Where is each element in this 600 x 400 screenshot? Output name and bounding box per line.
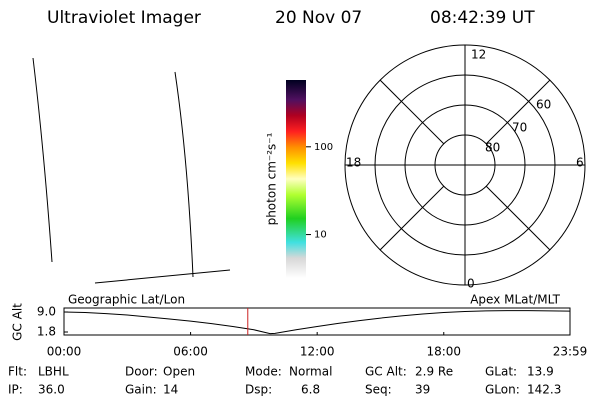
- time: 08:42:39 UT: [430, 8, 535, 28]
- info-value: 142.3: [527, 383, 561, 397]
- info-value: 2.9 Re: [415, 365, 453, 379]
- y-tick-label: 1.8: [37, 325, 56, 339]
- polar-grid: [344, 44, 586, 286]
- info-panel: Flt: LBHL Door: Open Mode: Normal GC Alt: 2.9 R…: [8, 365, 561, 397]
- info-value: 6.8: [301, 383, 320, 397]
- info-label: GLon:: [485, 383, 520, 397]
- mlt-label: 6: [576, 156, 584, 170]
- y-axis-label: GC Alt: [11, 303, 25, 341]
- info-value: 13.9: [527, 365, 554, 379]
- date: 20 Nov 07: [275, 8, 362, 28]
- x-tick-label: 12:00: [300, 345, 335, 359]
- info-label: Mode:: [245, 365, 282, 379]
- mlt-label: 18: [346, 156, 361, 170]
- x-tick-label: 00:00: [47, 345, 82, 359]
- info-label: Door:: [125, 365, 158, 379]
- info-label: Gain:: [125, 383, 157, 397]
- info-value: 14: [163, 383, 178, 397]
- lat-label: 60: [536, 98, 551, 112]
- info-value: LBHL: [38, 365, 69, 379]
- colorbar-tick-label: 10: [314, 230, 327, 241]
- lat-label: 80: [485, 141, 500, 155]
- x-tick-label: 18:00: [426, 345, 461, 359]
- x-tick-label: 23:59: [553, 345, 588, 359]
- info-label: Seq:: [365, 383, 392, 397]
- info-value: 39: [415, 383, 430, 397]
- info-value: 36.0: [38, 383, 65, 397]
- lat-label: 70: [512, 121, 527, 135]
- geo-grid: [32, 57, 231, 284]
- info-value: Normal: [289, 365, 332, 379]
- info-label: Dsp:: [245, 383, 272, 397]
- mlt-label: 0: [467, 277, 475, 291]
- info-label: Flt:: [8, 365, 27, 379]
- altitude-line: [63, 310, 571, 335]
- y-tick-label: 9.0: [37, 305, 56, 319]
- right-label: Apex MLat/MLT: [470, 293, 560, 307]
- colorbar-label: photon cm⁻²s⁻¹: [265, 132, 279, 225]
- info-label: GLat:: [485, 365, 517, 379]
- info-label: IP:: [8, 383, 23, 397]
- x-tick-label: 06:00: [173, 345, 208, 359]
- mlt-label: 12: [471, 48, 486, 62]
- title: Ultraviolet Imager: [47, 8, 201, 28]
- plot-frame: [63, 307, 571, 336]
- colorbar: [286, 80, 306, 278]
- info-value: Open: [163, 365, 195, 379]
- left-label: Geographic Lat/Lon: [68, 293, 185, 307]
- info-label: GC Alt:: [365, 365, 407, 379]
- colorbar-tick-label: 100: [314, 142, 333, 153]
